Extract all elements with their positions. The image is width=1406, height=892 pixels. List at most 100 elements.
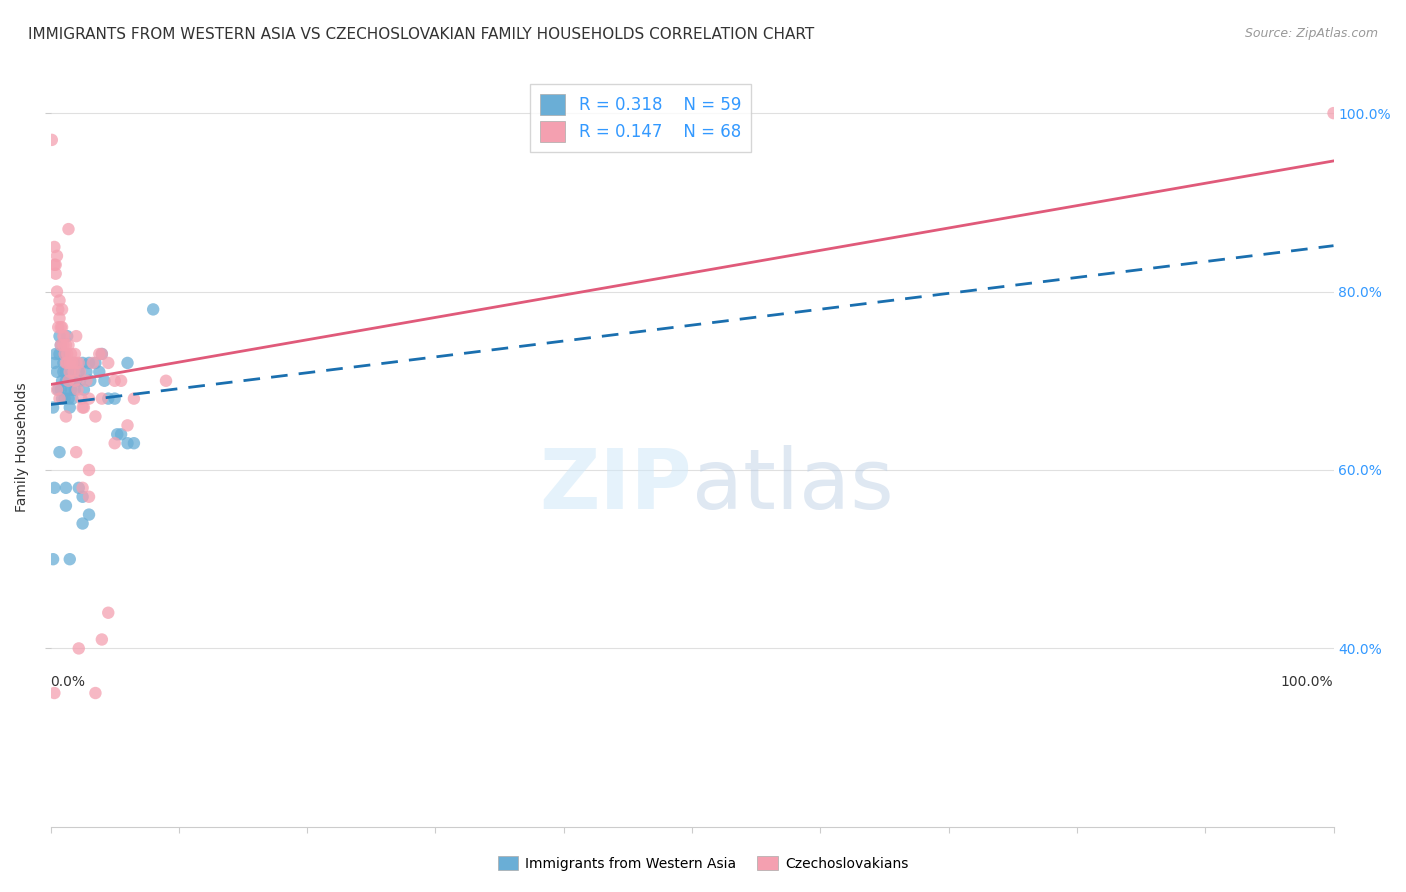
Point bbox=[77, 392, 100, 406]
Point bbox=[59, 552, 82, 566]
Point bbox=[77, 508, 100, 522]
Point bbox=[67, 641, 90, 656]
Text: ZIP: ZIP bbox=[540, 445, 692, 526]
Text: 0.0%: 0.0% bbox=[51, 675, 86, 690]
Point bbox=[59, 356, 82, 370]
Point bbox=[52, 329, 75, 343]
Point bbox=[42, 552, 65, 566]
Point bbox=[84, 409, 107, 424]
Point bbox=[53, 347, 76, 361]
Point bbox=[63, 347, 86, 361]
Point bbox=[58, 338, 80, 352]
Point bbox=[62, 365, 84, 379]
Point bbox=[122, 392, 145, 406]
Point bbox=[79, 374, 101, 388]
Point bbox=[97, 606, 120, 620]
Point bbox=[45, 249, 67, 263]
Point bbox=[51, 392, 73, 406]
Point bbox=[44, 356, 66, 370]
Point bbox=[48, 445, 70, 459]
Point bbox=[60, 356, 83, 370]
Point bbox=[89, 347, 111, 361]
Point bbox=[110, 427, 132, 442]
Point bbox=[48, 329, 70, 343]
Point bbox=[93, 374, 115, 388]
Point bbox=[56, 383, 79, 397]
Point bbox=[65, 374, 87, 388]
Point bbox=[55, 409, 77, 424]
Point bbox=[142, 302, 165, 317]
Point bbox=[59, 374, 82, 388]
Point bbox=[69, 374, 91, 388]
Point bbox=[44, 686, 66, 700]
Point bbox=[72, 356, 94, 370]
Point bbox=[117, 418, 139, 433]
Point bbox=[77, 490, 100, 504]
Point bbox=[58, 222, 80, 236]
Point bbox=[49, 320, 72, 334]
Point bbox=[55, 374, 77, 388]
Legend: R = 0.318    N = 59, R = 0.147    N = 68: R = 0.318 N = 59, R = 0.147 N = 68 bbox=[530, 85, 751, 152]
Point bbox=[49, 383, 72, 397]
Point bbox=[44, 258, 66, 272]
Point bbox=[97, 392, 120, 406]
Point bbox=[51, 374, 73, 388]
Point bbox=[49, 338, 72, 352]
Point bbox=[45, 365, 67, 379]
Point bbox=[90, 347, 112, 361]
Text: Source: ZipAtlas.com: Source: ZipAtlas.com bbox=[1244, 27, 1378, 40]
Point bbox=[104, 374, 127, 388]
Point bbox=[90, 347, 112, 361]
Point bbox=[67, 356, 90, 370]
Point bbox=[42, 401, 65, 415]
Point bbox=[60, 392, 83, 406]
Point bbox=[62, 365, 84, 379]
Point bbox=[46, 320, 69, 334]
Point bbox=[52, 365, 75, 379]
Y-axis label: Family Households: Family Households bbox=[15, 383, 30, 513]
Point bbox=[55, 365, 77, 379]
Point bbox=[77, 356, 100, 370]
Point bbox=[51, 320, 73, 334]
Point bbox=[73, 401, 96, 415]
Point bbox=[60, 383, 83, 397]
Point bbox=[77, 463, 100, 477]
Point bbox=[55, 499, 77, 513]
Point bbox=[72, 516, 94, 531]
Legend: Immigrants from Western Asia, Czechoslovakians: Immigrants from Western Asia, Czechoslov… bbox=[492, 850, 914, 876]
Point bbox=[51, 302, 73, 317]
Point bbox=[105, 427, 128, 442]
Point bbox=[41, 133, 63, 147]
Point bbox=[55, 356, 77, 370]
Point bbox=[58, 374, 80, 388]
Point bbox=[97, 356, 120, 370]
Point bbox=[59, 401, 82, 415]
Point bbox=[75, 374, 97, 388]
Point bbox=[104, 392, 127, 406]
Point bbox=[56, 356, 79, 370]
Point bbox=[90, 632, 112, 647]
Point bbox=[62, 356, 84, 370]
Point bbox=[45, 285, 67, 299]
Point bbox=[44, 240, 66, 254]
Point bbox=[73, 383, 96, 397]
Point bbox=[90, 392, 112, 406]
Point bbox=[52, 356, 75, 370]
Point bbox=[48, 347, 70, 361]
Point bbox=[110, 374, 132, 388]
Point bbox=[67, 365, 90, 379]
Point bbox=[53, 347, 76, 361]
Point bbox=[84, 356, 107, 370]
Point bbox=[117, 356, 139, 370]
Point bbox=[55, 481, 77, 495]
Point bbox=[55, 338, 77, 352]
Point bbox=[63, 374, 86, 388]
Point bbox=[52, 338, 75, 352]
Point bbox=[59, 365, 82, 379]
Point bbox=[58, 392, 80, 406]
Point bbox=[1322, 106, 1344, 120]
Text: 100.0%: 100.0% bbox=[1281, 675, 1333, 690]
Point bbox=[45, 383, 67, 397]
Point bbox=[60, 347, 83, 361]
Point bbox=[63, 383, 86, 397]
